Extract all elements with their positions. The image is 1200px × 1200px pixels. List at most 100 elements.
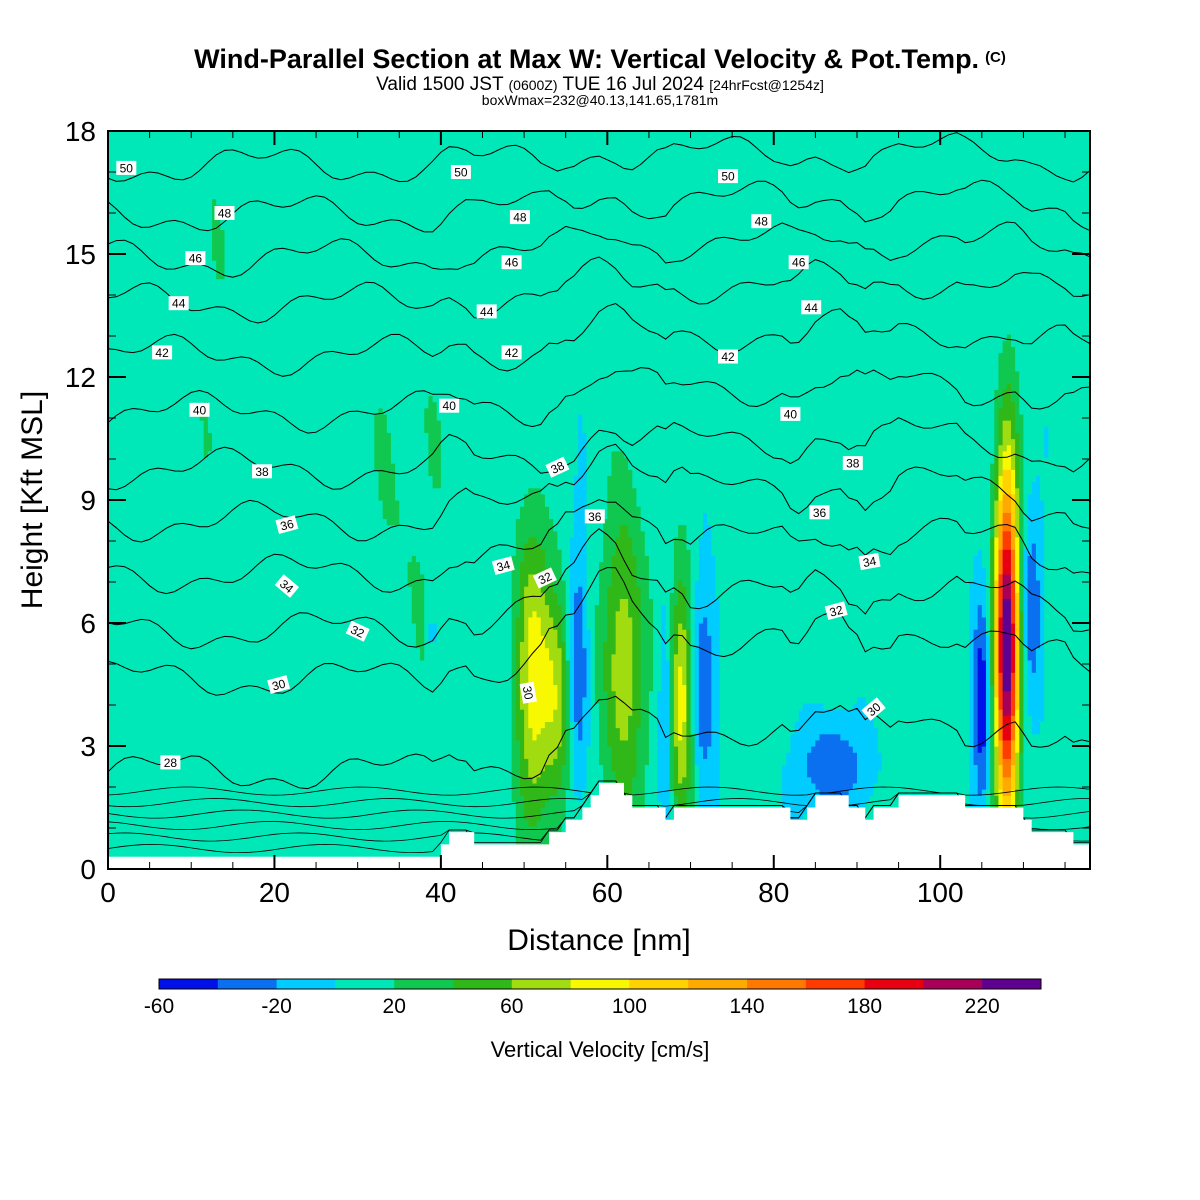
velocity-cell bbox=[203, 456, 209, 869]
velocity-cell bbox=[299, 131, 305, 869]
velocity-cell bbox=[711, 555, 717, 821]
velocity-cell bbox=[648, 131, 654, 599]
velocity-cell bbox=[465, 131, 471, 869]
velocity-cell bbox=[303, 131, 309, 869]
velocity-cell bbox=[819, 733, 825, 796]
velocity-cell bbox=[603, 690, 608, 796]
velocity-cell bbox=[1006, 131, 1012, 335]
theta-contour-line bbox=[108, 367, 1090, 434]
velocity-cell bbox=[657, 690, 663, 802]
contour-label-text: 30 bbox=[520, 685, 536, 701]
velocity-cell bbox=[499, 131, 504, 869]
velocity-cell bbox=[619, 598, 625, 741]
velocity-cell bbox=[1010, 549, 1016, 581]
colorbar-swatch bbox=[511, 979, 572, 989]
velocity-cell bbox=[1010, 764, 1016, 790]
velocity-cell bbox=[852, 131, 858, 704]
velocity-cell bbox=[682, 586, 687, 630]
contour-label-text: 44 bbox=[172, 297, 186, 311]
y-tick-label: 18 bbox=[65, 116, 96, 147]
velocity-cell bbox=[798, 709, 804, 821]
velocity-cell bbox=[1002, 715, 1008, 741]
contour-label-box bbox=[751, 214, 772, 229]
contour-label: 44 bbox=[476, 304, 497, 319]
contour-label-box bbox=[501, 345, 522, 360]
velocity-cell bbox=[611, 690, 617, 772]
velocity-cell bbox=[432, 401, 438, 489]
contour-label-text: 40 bbox=[193, 403, 207, 417]
velocity-cell bbox=[1006, 420, 1012, 446]
contour-label-box bbox=[780, 406, 801, 421]
y-axis-title: Height [Kft MSL] bbox=[16, 391, 49, 609]
velocity-cell bbox=[403, 131, 409, 869]
velocity-cell bbox=[528, 616, 534, 729]
velocity-cell bbox=[519, 709, 525, 796]
velocity-cell bbox=[673, 604, 679, 655]
velocity-cell bbox=[549, 721, 554, 766]
velocity-cell bbox=[424, 407, 429, 433]
velocity-cell bbox=[407, 561, 413, 587]
velocity-cell bbox=[665, 131, 671, 661]
velocity-cell bbox=[1010, 346, 1016, 403]
velocity-cell bbox=[549, 616, 554, 661]
chart-title: Wind-Parallel Section at Max W: Vertical… bbox=[0, 44, 1200, 75]
velocity-cell bbox=[802, 131, 808, 704]
velocity-cell bbox=[698, 623, 704, 747]
velocity-cell bbox=[615, 727, 621, 790]
velocity-cell bbox=[1023, 131, 1029, 550]
velocity-cell bbox=[661, 604, 667, 852]
velocity-cell bbox=[424, 432, 429, 869]
velocity-cell bbox=[524, 758, 529, 821]
velocity-cell bbox=[390, 131, 396, 464]
velocity-cell bbox=[428, 623, 434, 643]
velocity-cell bbox=[1006, 776, 1012, 796]
velocity-cell bbox=[557, 549, 563, 606]
velocity-cell bbox=[998, 549, 1004, 575]
velocity-cell bbox=[1010, 469, 1016, 495]
velocity-cell bbox=[1044, 131, 1049, 427]
velocity-cell bbox=[611, 131, 617, 452]
velocity-cell bbox=[678, 524, 683, 581]
theta-contour-line bbox=[108, 443, 1090, 543]
velocity-cell bbox=[765, 131, 771, 869]
velocity-cell bbox=[985, 635, 991, 790]
velocity-cell bbox=[623, 131, 629, 458]
velocity-cell bbox=[990, 131, 995, 464]
velocity-cell bbox=[519, 641, 525, 710]
velocity-cell bbox=[823, 131, 829, 710]
velocity-cell bbox=[528, 131, 534, 489]
velocity-cell bbox=[528, 573, 534, 618]
velocity-cell bbox=[544, 506, 550, 569]
velocity-cell bbox=[790, 733, 796, 827]
velocity-cell bbox=[744, 131, 750, 869]
velocity-cell bbox=[549, 131, 554, 520]
velocity-cell bbox=[515, 616, 521, 741]
colorbar-tick-label: 180 bbox=[847, 995, 882, 1018]
velocity-cell bbox=[128, 131, 134, 869]
velocity-cell bbox=[578, 586, 583, 741]
velocity-cell bbox=[536, 487, 542, 544]
velocity-cell bbox=[1010, 715, 1016, 741]
velocity-cell bbox=[807, 776, 812, 821]
velocity-cell bbox=[1006, 795, 1012, 815]
velocity-cell bbox=[994, 696, 1000, 747]
colorbar-tick-label: -60 bbox=[144, 995, 174, 1018]
velocity-cell bbox=[985, 131, 991, 636]
velocity-cell bbox=[187, 131, 192, 869]
velocity-cell bbox=[162, 131, 167, 869]
x-tick-label: 60 bbox=[592, 877, 623, 908]
contour-label-box bbox=[491, 556, 515, 575]
velocity-cell bbox=[278, 131, 284, 869]
velocity-cell bbox=[424, 131, 429, 409]
velocity-cell bbox=[698, 536, 704, 624]
velocity-cell bbox=[811, 702, 816, 747]
velocity-cell bbox=[811, 782, 816, 821]
velocity-cell bbox=[578, 739, 583, 802]
velocity-cell bbox=[977, 549, 983, 606]
contour-label: 42 bbox=[152, 345, 173, 360]
velocity-cell bbox=[582, 647, 588, 698]
velocity-cell bbox=[395, 131, 400, 501]
velocity-cell bbox=[461, 131, 467, 869]
contour-label-box bbox=[809, 505, 830, 520]
velocity-cell bbox=[948, 131, 954, 869]
